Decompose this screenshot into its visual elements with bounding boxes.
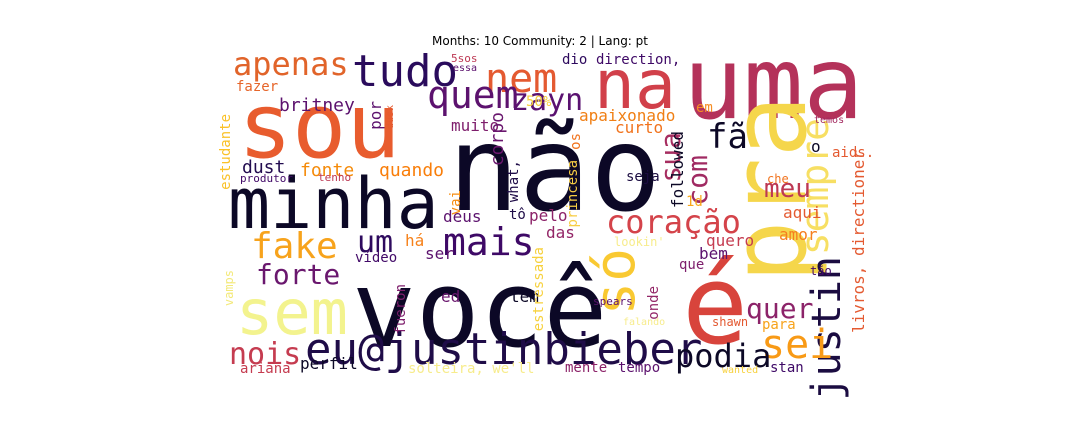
word: fazer (236, 79, 278, 95)
word: fonte (300, 160, 354, 181)
word: apaixonado (579, 106, 675, 125)
word: quero (706, 231, 754, 250)
word: fake (251, 226, 338, 267)
word: nois (229, 337, 301, 372)
word: é (682, 241, 748, 369)
word: sua (654, 132, 687, 183)
word: seja (626, 169, 660, 185)
word: nem (485, 56, 557, 102)
word: que (679, 257, 704, 273)
word: what, (506, 160, 522, 202)
word: falando (623, 317, 665, 328)
word: direction, (596, 52, 680, 68)
word: ariana (240, 361, 291, 377)
word: quem (427, 73, 519, 117)
word: curto (615, 118, 663, 137)
word: 5sos (451, 52, 478, 65)
word: tudo (352, 46, 458, 97)
word: vai (448, 190, 464, 215)
word: na (594, 46, 676, 125)
word: podia (675, 337, 771, 375)
word: com (681, 155, 714, 206)
word: você (352, 248, 607, 371)
word: há (405, 231, 424, 250)
word: sou (238, 74, 401, 179)
word: stan (770, 360, 804, 376)
word: estressada (531, 247, 547, 331)
word: coração (606, 203, 741, 241)
word: corpo (487, 112, 508, 166)
word: por (366, 101, 385, 130)
word: para (762, 317, 796, 333)
word: sempre (793, 118, 837, 255)
word: amor (779, 225, 818, 244)
word: lookin' (614, 235, 665, 249)
word: os (568, 133, 584, 150)
word: fã (707, 117, 748, 157)
word: quando (379, 160, 444, 181)
word: fueron (393, 284, 409, 335)
word: livros, directioner (849, 150, 868, 333)
word: aqui (783, 203, 822, 222)
word: wanted (722, 365, 758, 376)
word: shawn (712, 315, 748, 329)
word: dio (562, 52, 587, 68)
word: princesa (565, 160, 581, 227)
figure-title: Months: 10 Community: 2 | Lang: pt (432, 34, 648, 48)
word: tão (810, 264, 832, 278)
word: pra (708, 95, 830, 283)
word: quer (746, 292, 813, 325)
word: ed (441, 287, 460, 306)
word: dusk (385, 105, 396, 129)
word: 50% (526, 94, 552, 110)
word: temos (814, 115, 844, 126)
word: minha (228, 163, 439, 245)
word: essa (453, 63, 477, 74)
word: zayn (511, 83, 583, 118)
word: sem (236, 276, 348, 349)
word: che (767, 172, 789, 186)
word: meu (764, 174, 811, 204)
word: um (357, 225, 393, 260)
word: tenho (318, 171, 351, 184)
word: uma (683, 25, 864, 142)
word: em (696, 100, 713, 116)
word: tô (509, 207, 526, 223)
word: ser (425, 244, 454, 263)
word: justin (804, 256, 850, 401)
word: 1d (686, 194, 703, 210)
word: estudante (218, 114, 234, 190)
word: pelo (529, 206, 568, 225)
word: solteira, we'll (408, 361, 534, 377)
word: o (811, 137, 821, 156)
word: forte (256, 258, 340, 291)
word: tempo (618, 360, 660, 376)
word: sei (761, 322, 833, 368)
word: onde (646, 286, 662, 320)
word: das (546, 223, 575, 242)
word: eu@justinbieber (305, 324, 702, 375)
word: mais (443, 220, 535, 264)
word: perfil (300, 354, 358, 373)
word: bem (699, 244, 728, 263)
word: spears (593, 295, 633, 308)
word: deus (443, 207, 482, 226)
word: mente (565, 360, 607, 376)
word: tem (510, 287, 539, 306)
word: dust (242, 157, 285, 178)
word: aids. (832, 145, 874, 161)
word: britney (279, 95, 355, 116)
word: followed (668, 131, 687, 208)
word: só (583, 248, 648, 315)
word: vamps (222, 270, 236, 306)
word: produtor (240, 172, 293, 185)
word: muito (451, 116, 499, 135)
word: vídeo (355, 250, 397, 266)
word: apenas (233, 45, 349, 83)
word: não (448, 100, 661, 238)
